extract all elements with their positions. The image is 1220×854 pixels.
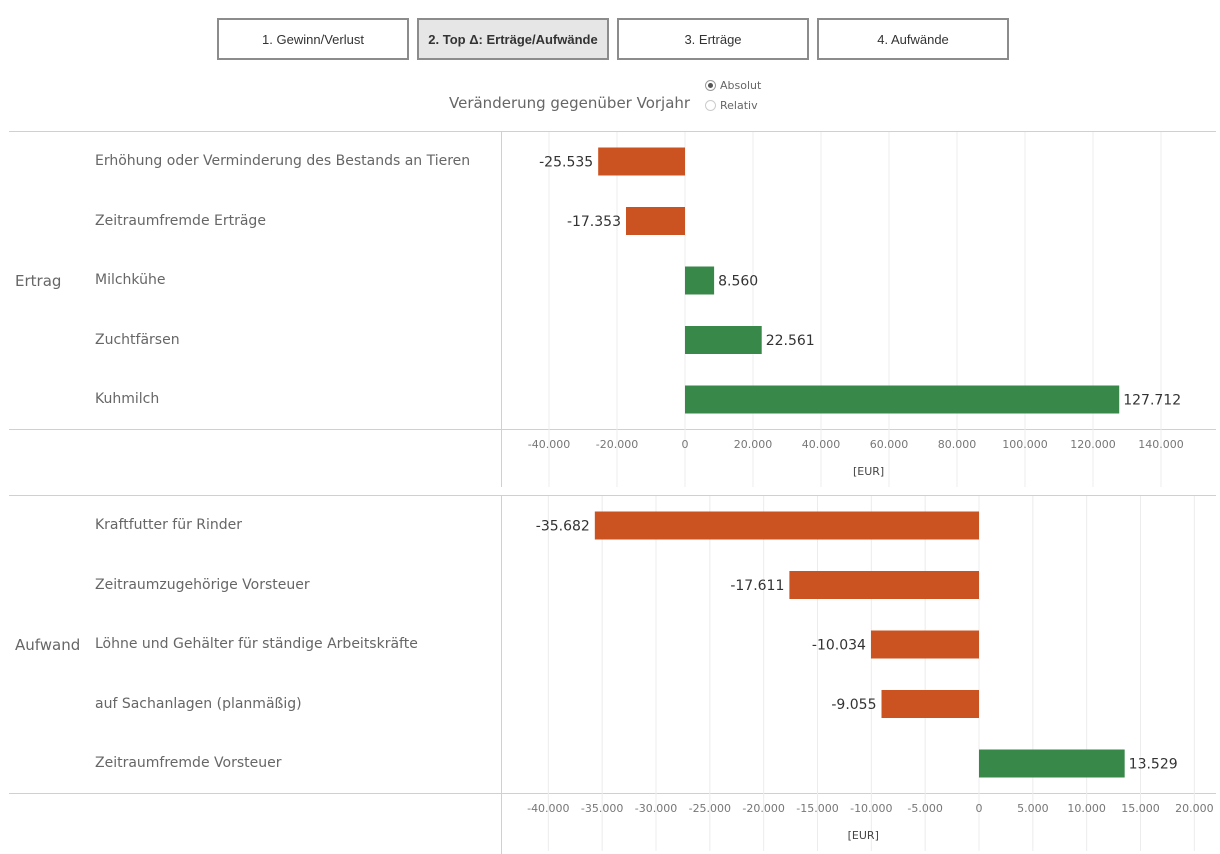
category-label: Zeitraumfremde Erträge — [95, 213, 266, 229]
bar — [685, 266, 715, 295]
tick-label: -10.000 — [850, 802, 892, 815]
tick-label: 40.000 — [802, 438, 841, 451]
radio-label: Relativ — [720, 99, 758, 112]
radio-selected-icon — [705, 80, 716, 91]
category-label: Löhne und Gehälter für ständige Arbeitsk… — [95, 636, 418, 652]
data-label: -17.353 — [567, 214, 621, 230]
tick-label: -30.000 — [635, 802, 677, 815]
bar — [685, 385, 1120, 414]
tick-label: -20.000 — [596, 438, 638, 451]
category-label: Zeitraumzugehörige Vorsteuer — [95, 577, 310, 593]
tick-label: -5.000 — [907, 802, 942, 815]
data-label: 127.712 — [1123, 393, 1181, 409]
tick-label: 120.000 — [1070, 438, 1116, 451]
tab-gewinn-verlust[interactable]: 1. Gewinn/Verlust — [217, 18, 409, 60]
panel-vertical-divider — [501, 495, 502, 854]
data-label: 8.560 — [718, 274, 758, 290]
category-label: Zeitraumfremde Vorsteuer — [95, 755, 282, 771]
tab-aufwaende[interactable]: 4. Aufwände — [817, 18, 1009, 60]
data-label: -35.682 — [536, 519, 590, 535]
tick-label: -15.000 — [796, 802, 838, 815]
tick-label: 10.000 — [1067, 802, 1106, 815]
data-label: 13.529 — [1129, 757, 1178, 773]
category-label: Kraftfutter für Rinder — [95, 517, 243, 533]
tick-label: 20.000 — [1175, 802, 1214, 815]
bar — [789, 571, 979, 599]
tab-label: 1. Gewinn/Verlust — [262, 31, 364, 47]
tick-label: 80.000 — [938, 438, 977, 451]
data-label: -10.034 — [812, 638, 866, 654]
group-label-ertrag: Ertrag — [15, 272, 62, 290]
tick-label: 0 — [682, 438, 689, 451]
tab-label: 2. Top Δ: Erträge/Aufwände — [428, 31, 598, 47]
tick-label: 60.000 — [870, 438, 909, 451]
category-label: Kuhmilch — [95, 391, 160, 407]
tick-label: 0 — [976, 802, 983, 815]
data-label: -25.535 — [539, 155, 593, 171]
tick-label: 140.000 — [1138, 438, 1184, 451]
panel-vertical-divider — [501, 131, 502, 487]
panel-top-divider — [9, 495, 1216, 496]
aufwand-bar-chart: -40.000 -35.000 -30.000 -25.000 -20.000 -15.0… — [527, 496, 1214, 851]
radio-absolut[interactable]: Absolut — [705, 79, 761, 92]
bar — [979, 749, 1125, 778]
category-label: Zuchtfärsen — [95, 332, 180, 348]
panel-axis-divider — [9, 793, 1216, 794]
control-title: Veränderung gegenüber Vorjahr — [449, 94, 691, 112]
tab-label: 3. Erträge — [684, 31, 742, 47]
radio-unselected-icon — [705, 100, 716, 111]
data-label: -17.611 — [730, 578, 784, 594]
panel-top-divider — [9, 131, 1216, 132]
axis-title: [EUR] — [848, 829, 879, 842]
bar — [870, 630, 979, 659]
bar — [881, 690, 979, 718]
data-label: -9.055 — [831, 697, 876, 713]
tab-ertraege[interactable]: 3. Erträge — [617, 18, 809, 60]
tick-label: -25.000 — [689, 802, 731, 815]
axis-title: [EUR] — [853, 465, 884, 478]
tick-label: -20.000 — [742, 802, 784, 815]
tab-label: 4. Aufwände — [877, 31, 949, 47]
bar — [625, 207, 685, 235]
tick-label: -40.000 — [527, 802, 569, 815]
panel-axis-divider — [9, 429, 1216, 430]
tick-label: -40.000 — [528, 438, 570, 451]
bar — [594, 511, 979, 540]
category-label: Erhöhung oder Verminderung des Bestands … — [95, 153, 471, 169]
category-label: auf Sachanlagen (planmäßig) — [95, 696, 302, 712]
tick-label: 5.000 — [1017, 802, 1048, 815]
tick-label: 20.000 — [734, 438, 773, 451]
bar — [598, 147, 685, 176]
tab-top-delta[interactable]: 2. Top Δ: Erträge/Aufwände — [417, 18, 609, 60]
group-label-aufwand: Aufwand — [15, 636, 81, 654]
ertrag-bar-chart: -40.000 -20.000 0 20.000 40.000 60.000 80.000 1… — [528, 132, 1184, 487]
tick-label: 100.000 — [1002, 438, 1048, 451]
tick-label: -35.000 — [581, 802, 623, 815]
radio-relativ[interactable]: Relativ — [705, 99, 758, 112]
category-label: Milchkühe — [95, 272, 166, 288]
radio-label: Absolut — [720, 79, 762, 92]
bar — [685, 326, 762, 354]
data-label: 22.561 — [766, 333, 815, 349]
tick-label: 15.000 — [1121, 802, 1160, 815]
